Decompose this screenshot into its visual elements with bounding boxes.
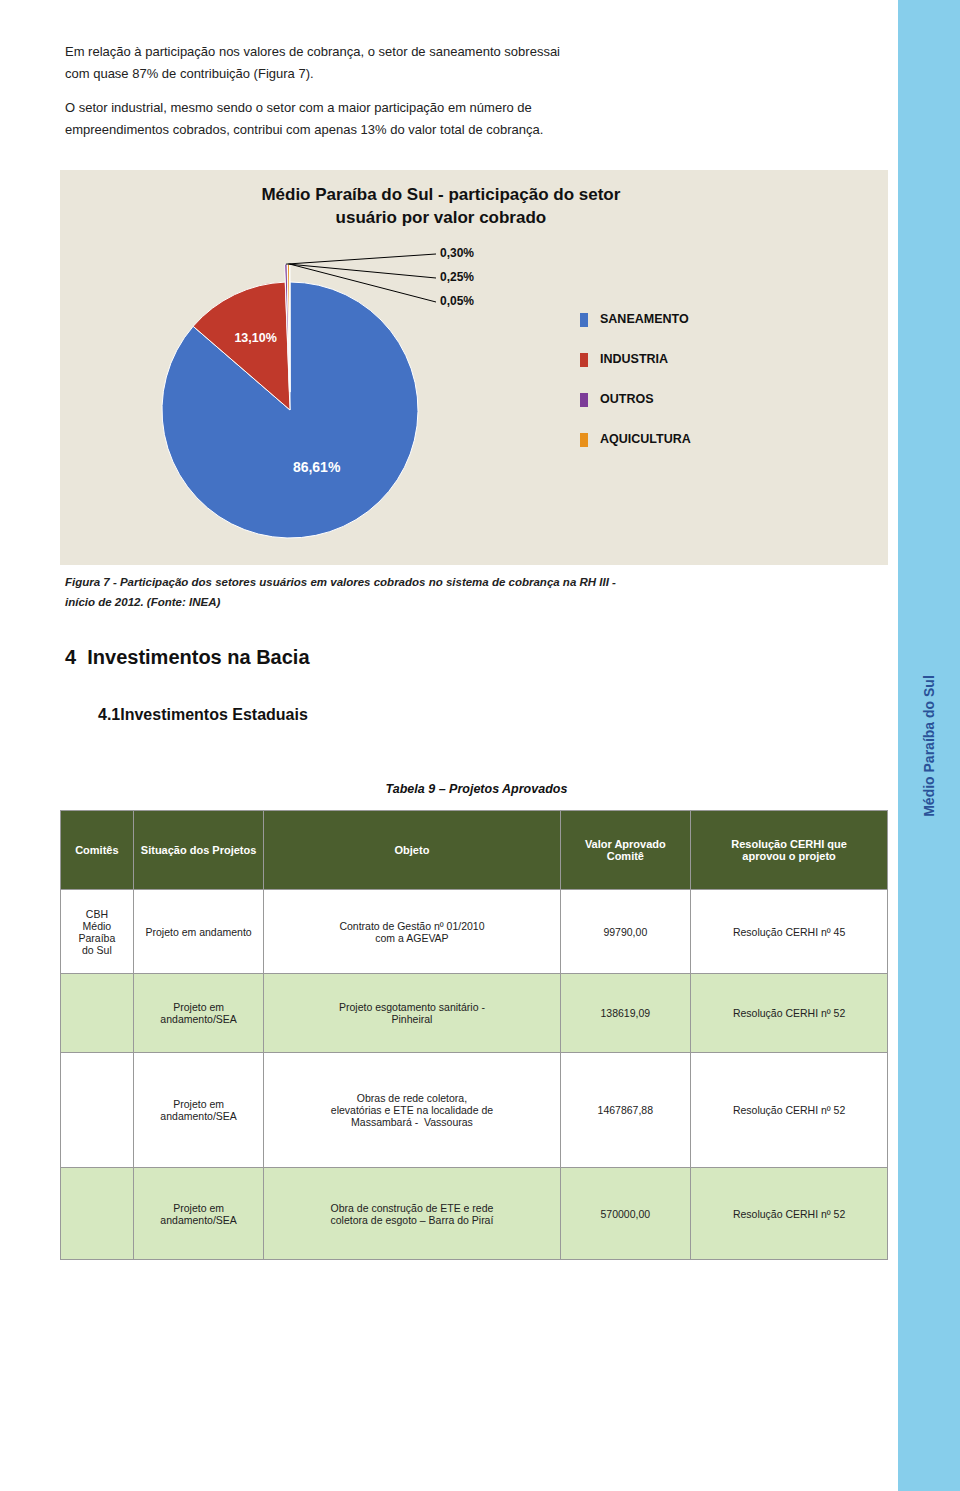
legend-swatch — [580, 433, 588, 447]
leader-line — [286, 254, 436, 264]
legend-swatch — [580, 313, 588, 327]
table-header: Situação dos Projetos — [133, 811, 264, 890]
legend-swatch — [580, 393, 588, 407]
table-cell: Projeto em andamento/SEA — [133, 1053, 264, 1168]
legend-entry: SANEAMENTO — [600, 312, 689, 326]
subsection-title: 4.1Investimentos Estaduais — [98, 706, 308, 724]
legend-entry: AQUICULTURA — [600, 432, 691, 446]
legend-entry: OUTROS — [600, 392, 653, 406]
pie — [162, 264, 418, 538]
table-cell: Contrato de Gestão nº 01/2010 com a AGEV… — [264, 890, 560, 974]
table-cell: Projeto em andamento/SEA — [133, 1168, 264, 1260]
table-cell — [61, 1053, 134, 1168]
section-title: 4 Investimentos na Bacia — [65, 646, 310, 669]
table-cell — [61, 974, 134, 1053]
data-label: 0,05% — [440, 294, 474, 308]
table-cell: Obras de rede coletora, elevatórias e ET… — [264, 1053, 560, 1168]
chart-background — [60, 170, 888, 565]
pie-slice — [285, 264, 290, 392]
table-cell: Resolução CERHI nº 52 — [691, 1053, 888, 1168]
body-text: empreendimentos cobrados, contribui com … — [65, 122, 543, 137]
table-header: Objeto — [264, 811, 560, 890]
chart-title: Médio Paraíba do Sul - participação do s… — [261, 185, 620, 227]
table-header: Valor Aprovado Comitê — [560, 811, 691, 890]
table-cell: Resolução CERHI nº 52 — [691, 1168, 888, 1260]
table-cell: Resolução CERHI nº 45 — [691, 890, 888, 974]
leader-line — [290, 264, 436, 302]
data-label: 0,30% — [440, 246, 474, 260]
pie-slice — [287, 264, 289, 392]
leader-line — [288, 264, 436, 278]
body-text: O setor industrial, mesmo sendo o setor … — [65, 100, 532, 115]
chart: Médio Paraíba do Sul - participação do s… — [60, 170, 888, 565]
table-cell: Projeto em andamento/SEA — [133, 974, 264, 1053]
body-text: Em relação à participação nos valores de… — [65, 44, 560, 59]
table-cell: Projeto esgotamento sanitário - Pinheira… — [264, 974, 560, 1053]
legend-swatch — [580, 353, 588, 367]
table-cell: 99790,00 — [560, 890, 691, 974]
caption: Figura 7 - Participação dos setores usuá… — [65, 576, 616, 588]
table-header: Resolução CERHI que aprovou o projeto — [691, 811, 888, 890]
legend-entry: INDUSTRIA — [600, 352, 668, 366]
legend: SANEAMENTO INDUSTRIA OUTROS AQUICULTURA — [580, 312, 691, 447]
data-label: 0,25% — [440, 270, 474, 284]
table-header: Comitês — [61, 811, 134, 890]
table-cell: 138619,09 — [560, 974, 691, 1053]
table-cell: Resolução CERHI nº 52 — [691, 974, 888, 1053]
data-label: 86,61% — [293, 459, 341, 475]
table-title: Tabela 9 – Projetos Aprovados — [65, 782, 888, 796]
caption: início de 2012. (Fonte: INEA) — [65, 596, 220, 608]
table-cell: Obra de construção de ETE e rede coletor… — [264, 1168, 560, 1260]
table-cell: 570000,00 — [560, 1168, 691, 1260]
table: ComitêsSituação dos ProjetosObjetoValor … — [60, 810, 888, 1260]
table-cell — [61, 1168, 134, 1260]
sidebar: Médio Paraíba do Sul — [898, 0, 960, 1491]
table-cell: 1467867,88 — [560, 1053, 691, 1168]
table-cell: CBH Médio Paraíba do Sul — [61, 890, 134, 974]
pie-slice — [289, 264, 290, 392]
table-cell: Projeto em andamento — [133, 890, 264, 974]
body-text: com quase 87% de contribuição (Figura 7)… — [65, 66, 314, 81]
data-label: 13,10% — [234, 331, 276, 345]
pie-slice — [193, 282, 290, 410]
sidebar-text: Médio Paraíba do Sul — [921, 675, 937, 817]
